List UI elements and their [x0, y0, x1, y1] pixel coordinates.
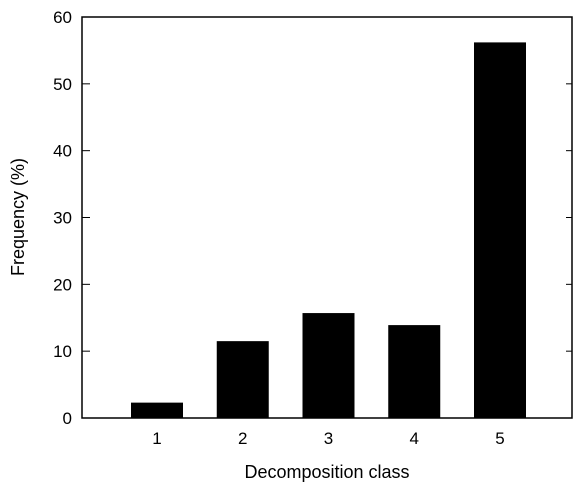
y-axis-label: Frequency (%) [8, 158, 28, 276]
bar-class-1 [131, 402, 183, 418]
x-tick-label: 2 [238, 429, 247, 448]
y-tick-label: 0 [63, 409, 72, 428]
y-tick-label: 40 [53, 142, 72, 161]
bar-class-5 [474, 42, 526, 418]
bar-class-3 [302, 313, 355, 418]
x-axis-label: Decomposition class [244, 462, 409, 482]
y-tick-label: 50 [53, 75, 72, 94]
y-axis-ticks: 0 10 20 30 40 50 60 [53, 8, 572, 428]
x-tick-label: 5 [495, 429, 504, 448]
bars-group [131, 42, 526, 418]
bar-class-4 [388, 325, 441, 418]
x-tick-label: 1 [152, 429, 161, 448]
y-tick-label: 30 [53, 209, 72, 228]
bar-class-2 [216, 341, 269, 418]
x-tick-label: 4 [410, 429, 419, 448]
y-tick-label: 20 [53, 275, 72, 294]
x-tick-label: 3 [324, 429, 333, 448]
y-tick-label: 60 [53, 8, 72, 27]
y-tick-label: 10 [53, 342, 72, 361]
x-axis-ticks: 1 2 3 4 5 [152, 412, 505, 448]
